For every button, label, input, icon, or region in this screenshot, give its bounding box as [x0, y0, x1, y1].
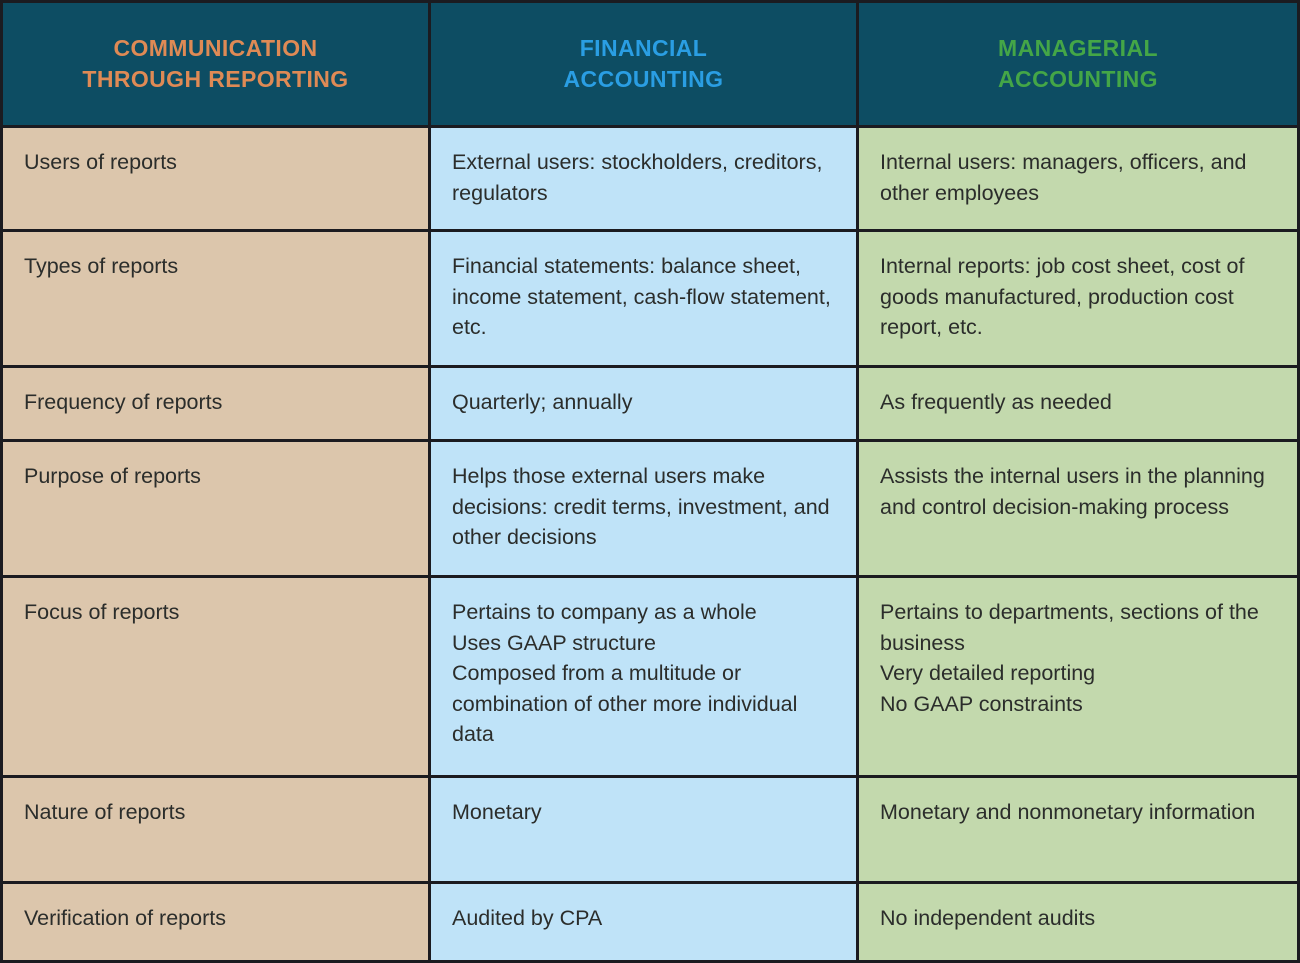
row-label: Frequency of reports — [3, 368, 428, 439]
managerial-cell: No independent audits — [859, 884, 1297, 960]
row-label: Nature of reports — [3, 778, 428, 881]
managerial-cell: Internal users: managers, officers, and … — [859, 128, 1297, 229]
financial-cell: Financial statements: balance sheet, inc… — [431, 232, 856, 365]
row-label: Focus of reports — [3, 578, 428, 775]
header-cell-financial-accounting: FINANCIAL ACCOUNTING — [431, 3, 856, 125]
financial-cell: Quarterly; annually — [431, 368, 856, 439]
financial-cell: Monetary — [431, 778, 856, 881]
financial-cell: Audited by CPA — [431, 884, 856, 960]
row-label: Users of reports — [3, 128, 428, 229]
financial-cell: External users: stockholders, creditors,… — [431, 128, 856, 229]
row-label: Types of reports — [3, 232, 428, 365]
managerial-cell: Monetary and nonmonetary information — [859, 778, 1297, 881]
managerial-cell: Pertains to departments, sections of the… — [859, 578, 1297, 775]
managerial-cell: Assists the internal users in the planni… — [859, 442, 1297, 575]
financial-cell: Helps those external users make decision… — [431, 442, 856, 575]
managerial-cell: As frequently as needed — [859, 368, 1297, 439]
row-label: Purpose of reports — [3, 442, 428, 575]
header-cell-communication-through-reporting: COMMUNICATION THROUGH REPORTING — [3, 3, 428, 125]
managerial-cell: Internal reports: job cost sheet, cost o… — [859, 232, 1297, 365]
row-label: Verification of reports — [3, 884, 428, 960]
financial-cell: Pertains to company as a whole Uses GAAP… — [431, 578, 856, 775]
header-cell-managerial-accounting: MANAGERIAL ACCOUNTING — [859, 3, 1297, 125]
